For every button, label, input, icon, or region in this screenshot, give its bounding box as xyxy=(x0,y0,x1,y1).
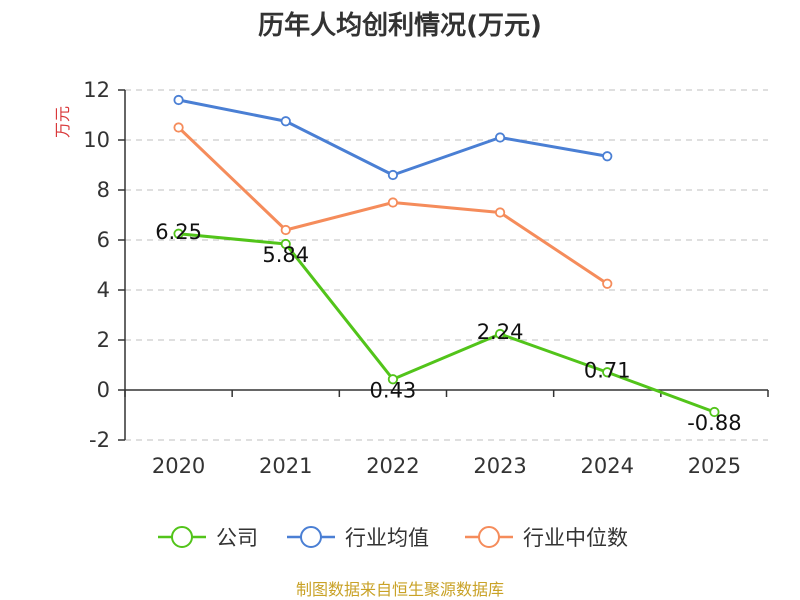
series-line-2 xyxy=(178,98,608,177)
data-label: -0.88 xyxy=(687,411,741,435)
data-point xyxy=(602,151,613,162)
legend-label: 行业中位数 xyxy=(523,526,628,550)
y-tick-label: -2 xyxy=(89,428,110,452)
data-point xyxy=(280,238,291,250)
legend[interactable]: 公司 行业均值 行业中位数 xyxy=(158,526,628,550)
data-label: 0.71 xyxy=(584,358,631,382)
series-line-1 xyxy=(178,232,715,414)
y-tick-label: 4 xyxy=(97,278,110,302)
y-tick-label: 6 xyxy=(97,228,110,252)
y-tick-label: 12 xyxy=(83,78,110,102)
data-point xyxy=(494,207,506,218)
legend-label: 公司 xyxy=(216,526,258,550)
data-point xyxy=(387,197,399,208)
x-tick-label: 2025 xyxy=(688,454,741,478)
data-label: 0.43 xyxy=(370,378,417,402)
data-point xyxy=(602,278,613,289)
data-point xyxy=(173,94,184,106)
x-tick-label: 2021 xyxy=(259,454,312,478)
y-axis-unit-label: 万元 xyxy=(53,106,72,138)
y-tick-label: 10 xyxy=(83,128,110,152)
data-point xyxy=(709,406,720,418)
data-label: 5.84 xyxy=(262,243,309,267)
data-point xyxy=(173,122,184,133)
axes: -2 0 2 4 6 8 10 12 2020 2021 2022 2023 2024 2025 xyxy=(83,78,769,478)
data-point xyxy=(494,328,506,340)
data-point xyxy=(173,228,184,239)
data-point xyxy=(494,132,506,143)
source-note: 制图数据来自恒生聚源数据库 xyxy=(296,580,504,599)
legend-item-2[interactable]: 行业均值 xyxy=(287,526,429,550)
data-point xyxy=(387,374,399,385)
x-tick-label: 2022 xyxy=(366,454,419,478)
legend-item-3[interactable]: 行业中位数 xyxy=(465,526,628,550)
x-tick-label: 2023 xyxy=(473,454,526,478)
x-tick-label: 2020 xyxy=(152,454,205,478)
y-tick-label: 8 xyxy=(97,178,110,202)
x-tick-label: 2024 xyxy=(581,454,634,478)
legend-marker-icon xyxy=(171,526,193,548)
data-labels: 6.25 5.84 0.43 2.24 0.71 -0.88 xyxy=(155,220,741,435)
y-tick-label: 2 xyxy=(97,328,110,352)
data-point xyxy=(280,116,291,127)
grid-lines xyxy=(125,89,768,441)
chart-title: 历年人均创利情况(万元) xyxy=(258,10,542,41)
data-point xyxy=(387,169,399,181)
legend-label: 行业均值 xyxy=(345,526,429,550)
legend-marker-icon xyxy=(478,526,500,548)
data-label: 6.25 xyxy=(155,220,202,244)
series-lines xyxy=(173,94,720,418)
legend-marker-icon xyxy=(300,526,322,548)
legend-item-1[interactable]: 公司 xyxy=(158,526,258,550)
data-point xyxy=(602,367,613,378)
data-point xyxy=(280,224,291,236)
data-label: 2.24 xyxy=(477,320,524,344)
y-tick-label: 0 xyxy=(97,378,110,402)
